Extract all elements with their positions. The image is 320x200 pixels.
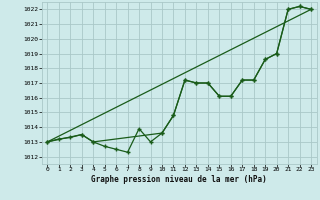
X-axis label: Graphe pression niveau de la mer (hPa): Graphe pression niveau de la mer (hPa) — [91, 175, 267, 184]
